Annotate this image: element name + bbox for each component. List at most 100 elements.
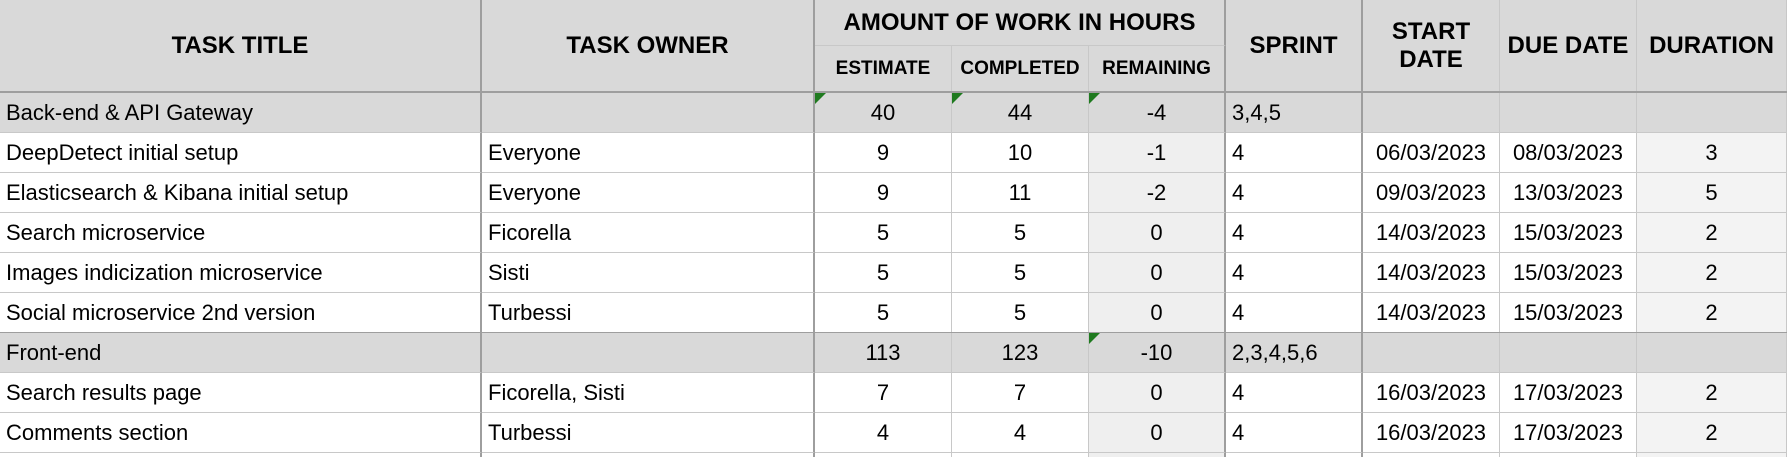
task-due-cell[interactable] bbox=[1500, 453, 1637, 457]
group-owner-cell[interactable] bbox=[482, 93, 815, 133]
task-title-cell[interactable]: Search results page bbox=[0, 373, 482, 413]
task-owner-cell[interactable]: Ficorella, Sisti bbox=[482, 373, 815, 413]
group-due-cell[interactable] bbox=[1500, 333, 1637, 373]
task-sprint-cell[interactable]: 4 bbox=[1226, 373, 1363, 413]
task-completed-cell[interactable]: 11 bbox=[952, 173, 1089, 213]
group-completed-cell[interactable]: 44 bbox=[952, 93, 1089, 133]
group-title-cell[interactable]: Front-end bbox=[0, 333, 482, 373]
task-estimate-cell[interactable]: 9 bbox=[815, 133, 952, 173]
group-owner-cell[interactable] bbox=[482, 333, 815, 373]
task-remaining-cell[interactable]: 0 bbox=[1089, 413, 1226, 453]
group-start-cell[interactable] bbox=[1363, 333, 1500, 373]
task-sprint-cell[interactable]: 4 bbox=[1226, 413, 1363, 453]
task-sprint-cell[interactable] bbox=[1226, 453, 1363, 457]
group-remaining-cell[interactable]: -4 bbox=[1089, 93, 1226, 133]
task-completed-cell[interactable]: 7 bbox=[952, 373, 1089, 413]
header-sprint[interactable]: SPRINT bbox=[1226, 0, 1363, 92]
task-estimate-cell[interactable] bbox=[815, 453, 952, 457]
task-due-cell[interactable]: 15/03/2023 bbox=[1500, 213, 1637, 253]
task-completed-cell[interactable]: 5 bbox=[952, 213, 1089, 253]
task-owner-cell[interactable]: Everyone bbox=[482, 173, 815, 213]
task-start-cell[interactable]: 06/03/2023 bbox=[1363, 133, 1500, 173]
header-task-title[interactable]: TASK TITLE bbox=[0, 0, 482, 92]
task-title-cell[interactable]: Images indicization microservice bbox=[0, 253, 482, 293]
task-title-cell[interactable]: DeepDetect initial setup bbox=[0, 133, 482, 173]
task-duration-cell[interactable]: 2 bbox=[1637, 253, 1787, 293]
group-due-cell[interactable] bbox=[1500, 93, 1637, 133]
task-estimate-cell[interactable]: 5 bbox=[815, 213, 952, 253]
header-completed[interactable]: COMPLETED bbox=[952, 46, 1089, 92]
task-duration-cell[interactable]: 2 bbox=[1637, 293, 1787, 333]
task-remaining-cell[interactable]: -2 bbox=[1089, 173, 1226, 213]
task-estimate-cell[interactable]: 4 bbox=[815, 413, 952, 453]
header-start-date[interactable]: START DATE bbox=[1363, 0, 1500, 92]
task-estimate-cell[interactable]: 5 bbox=[815, 293, 952, 333]
task-remaining-cell[interactable] bbox=[1089, 453, 1226, 457]
task-sprint-cell[interactable]: 4 bbox=[1226, 293, 1363, 333]
group-estimate-cell[interactable]: 40 bbox=[815, 93, 952, 133]
task-completed-cell[interactable]: 4 bbox=[952, 413, 1089, 453]
group-remaining-cell[interactable]: -10 bbox=[1089, 333, 1226, 373]
header-remaining[interactable]: REMAINING bbox=[1089, 46, 1226, 92]
task-title-cell[interactable]: Elasticsearch & Kibana initial setup bbox=[0, 173, 482, 213]
task-duration-cell[interactable]: 5 bbox=[1637, 173, 1787, 213]
task-start-cell[interactable] bbox=[1363, 453, 1500, 457]
task-due-cell[interactable]: 08/03/2023 bbox=[1500, 133, 1637, 173]
task-completed-cell[interactable]: 10 bbox=[952, 133, 1089, 173]
task-duration-cell[interactable]: 2 bbox=[1637, 373, 1787, 413]
task-owner-cell[interactable]: Sisti bbox=[482, 253, 815, 293]
task-due-cell[interactable]: 15/03/2023 bbox=[1500, 293, 1637, 333]
task-title-cell[interactable]: Search microservice bbox=[0, 213, 482, 253]
task-due-cell[interactable]: 17/03/2023 bbox=[1500, 373, 1637, 413]
task-completed-cell[interactable]: 5 bbox=[952, 293, 1089, 333]
task-title-cell[interactable]: Comments section bbox=[0, 413, 482, 453]
task-sprint-cell[interactable]: 4 bbox=[1226, 173, 1363, 213]
task-estimate-cell[interactable]: 7 bbox=[815, 373, 952, 413]
task-owner-cell[interactable]: Everyone bbox=[482, 133, 815, 173]
header-work-group[interactable]: AMOUNT OF WORK IN HOURS bbox=[815, 0, 1226, 46]
header-estimate[interactable]: ESTIMATE bbox=[815, 46, 952, 92]
group-duration-cell[interactable] bbox=[1637, 333, 1787, 373]
task-estimate-cell[interactable]: 5 bbox=[815, 253, 952, 293]
task-estimate-cell[interactable]: 9 bbox=[815, 173, 952, 213]
task-owner-cell[interactable]: Turbessi bbox=[482, 413, 815, 453]
task-completed-cell[interactable]: 5 bbox=[952, 253, 1089, 293]
task-start-cell[interactable]: 14/03/2023 bbox=[1363, 293, 1500, 333]
task-completed-cell[interactable] bbox=[952, 453, 1089, 457]
task-due-cell[interactable]: 17/03/2023 bbox=[1500, 413, 1637, 453]
task-remaining-cell[interactable]: 0 bbox=[1089, 253, 1226, 293]
group-estimate-cell[interactable]: 113 bbox=[815, 333, 952, 373]
task-owner-cell[interactable]: Turbessi bbox=[482, 293, 815, 333]
task-start-cell[interactable]: 16/03/2023 bbox=[1363, 413, 1500, 453]
group-start-cell[interactable] bbox=[1363, 93, 1500, 133]
task-remaining-cell[interactable]: 0 bbox=[1089, 213, 1226, 253]
task-title-cell[interactable]: Social microservice 2nd version bbox=[0, 293, 482, 333]
group-duration-cell[interactable] bbox=[1637, 93, 1787, 133]
task-remaining-cell[interactable]: -1 bbox=[1089, 133, 1226, 173]
group-completed-cell[interactable]: 123 bbox=[952, 333, 1089, 373]
group-sprint-cell[interactable]: 3,4,5 bbox=[1226, 93, 1363, 133]
group-sprint-cell[interactable]: 2,3,4,5,6 bbox=[1226, 333, 1363, 373]
task-start-cell[interactable]: 14/03/2023 bbox=[1363, 253, 1500, 293]
task-duration-cell[interactable]: 2 bbox=[1637, 413, 1787, 453]
task-remaining-cell[interactable]: 0 bbox=[1089, 293, 1226, 333]
task-sprint-cell[interactable]: 4 bbox=[1226, 253, 1363, 293]
task-start-cell[interactable]: 16/03/2023 bbox=[1363, 373, 1500, 413]
task-owner-cell[interactable] bbox=[482, 453, 815, 457]
task-duration-cell[interactable] bbox=[1637, 453, 1787, 457]
header-duration[interactable]: DURATION bbox=[1637, 0, 1787, 92]
task-remaining-cell[interactable]: 0 bbox=[1089, 373, 1226, 413]
task-sprint-cell[interactable]: 4 bbox=[1226, 133, 1363, 173]
task-start-cell[interactable]: 09/03/2023 bbox=[1363, 173, 1500, 213]
task-owner-cell[interactable]: Ficorella bbox=[482, 213, 815, 253]
task-due-cell[interactable]: 15/03/2023 bbox=[1500, 253, 1637, 293]
header-due-date[interactable]: DUE DATE bbox=[1500, 0, 1637, 92]
header-task-owner[interactable]: TASK OWNER bbox=[482, 0, 815, 92]
group-title-cell[interactable]: Back-end & API Gateway bbox=[0, 93, 482, 133]
task-duration-cell[interactable]: 2 bbox=[1637, 213, 1787, 253]
task-duration-cell[interactable]: 3 bbox=[1637, 133, 1787, 173]
task-start-cell[interactable]: 14/03/2023 bbox=[1363, 213, 1500, 253]
task-sprint-cell[interactable]: 4 bbox=[1226, 213, 1363, 253]
task-title-cell[interactable] bbox=[0, 453, 482, 457]
task-due-cell[interactable]: 13/03/2023 bbox=[1500, 173, 1637, 213]
